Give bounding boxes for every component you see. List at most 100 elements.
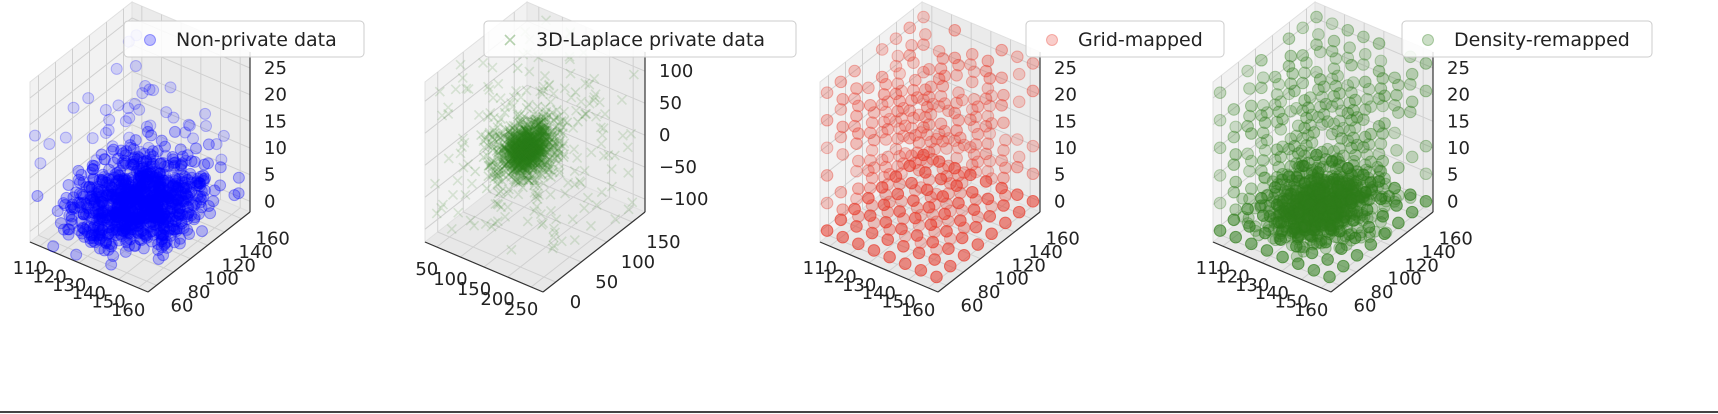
data-point [908, 73, 922, 87]
data-point [174, 158, 187, 171]
data-point [93, 198, 106, 211]
data-point [80, 197, 93, 210]
data-point [151, 195, 164, 208]
data-point [101, 215, 114, 228]
data-point [136, 156, 149, 169]
data-point [897, 157, 910, 170]
data-point [122, 177, 135, 190]
data-point [863, 181, 877, 195]
data-point [122, 172, 135, 185]
data-point [136, 87, 149, 100]
data-point [157, 174, 170, 187]
data-point [943, 232, 957, 245]
data-point [127, 190, 140, 203]
data-point [98, 244, 111, 257]
data-point [881, 205, 895, 219]
data-point [836, 230, 850, 244]
data-point [93, 233, 106, 246]
data-point [141, 168, 154, 181]
data-point [942, 214, 955, 228]
data-point [176, 169, 189, 182]
data-point [138, 204, 151, 217]
data-point [1213, 169, 1227, 182]
data-point [131, 181, 144, 194]
data-point [127, 193, 140, 206]
data-point [117, 159, 130, 172]
data-point [152, 209, 165, 222]
data-point [112, 223, 125, 236]
data-point [214, 179, 227, 192]
data-point [88, 199, 101, 212]
data-point [155, 211, 168, 224]
data-point [1343, 41, 1356, 55]
data-point [114, 165, 127, 178]
data-point [1348, 93, 1362, 107]
data-point [1279, 231, 1292, 244]
data-point [820, 169, 834, 182]
data-point [1010, 133, 1024, 146]
data-point [879, 133, 893, 146]
data-point [126, 218, 139, 231]
data-point [119, 222, 132, 235]
data-point [100, 176, 113, 189]
data-point [125, 176, 138, 189]
data-point [115, 218, 128, 231]
data-point [139, 195, 152, 208]
data-point [165, 198, 178, 211]
data-point [152, 200, 165, 213]
data-point [78, 196, 91, 209]
data-point [165, 195, 178, 208]
data-point [1350, 138, 1364, 152]
data-point [983, 154, 997, 168]
data-point [106, 192, 119, 205]
data-point [940, 142, 953, 155]
data-point [930, 187, 943, 201]
data-point [93, 214, 106, 227]
data-point [1336, 259, 1350, 273]
data-point [177, 180, 190, 193]
gridline-z [29, 70, 251, 152]
data-point [144, 197, 157, 210]
data-point [103, 178, 116, 191]
data-point [144, 148, 157, 161]
data-point [198, 158, 211, 171]
data-point [123, 203, 136, 216]
data-point [120, 145, 133, 158]
data-point [123, 227, 136, 240]
data-point [148, 209, 161, 222]
data-point [93, 173, 106, 186]
data-point [134, 225, 147, 238]
data-point [138, 185, 151, 198]
data-point [100, 189, 113, 202]
data-point [83, 180, 96, 193]
data-point [119, 157, 132, 170]
data-point [82, 202, 95, 215]
data-point [850, 220, 863, 233]
data-point [926, 97, 940, 111]
data-point [1376, 72, 1390, 85]
data-point [954, 186, 967, 200]
data-point [191, 189, 204, 202]
data-point [96, 229, 109, 242]
data-point [928, 253, 941, 266]
data-point [154, 178, 167, 191]
data-point [161, 190, 174, 203]
data-point [1373, 164, 1386, 177]
data-point [102, 172, 115, 185]
data-point [101, 184, 114, 197]
data-point [1304, 234, 1317, 247]
data-point [104, 214, 117, 227]
data-point [122, 199, 135, 212]
data-point [136, 203, 149, 216]
data-point [122, 197, 135, 210]
data-point [114, 211, 127, 224]
data-point [177, 195, 190, 208]
data-point [1362, 82, 1376, 96]
data-point [1026, 139, 1040, 153]
data-point [114, 187, 127, 200]
data-point [1280, 189, 1293, 202]
data-point [85, 229, 98, 242]
data-point [168, 223, 181, 236]
data-point [114, 206, 127, 219]
data-point [160, 106, 173, 119]
